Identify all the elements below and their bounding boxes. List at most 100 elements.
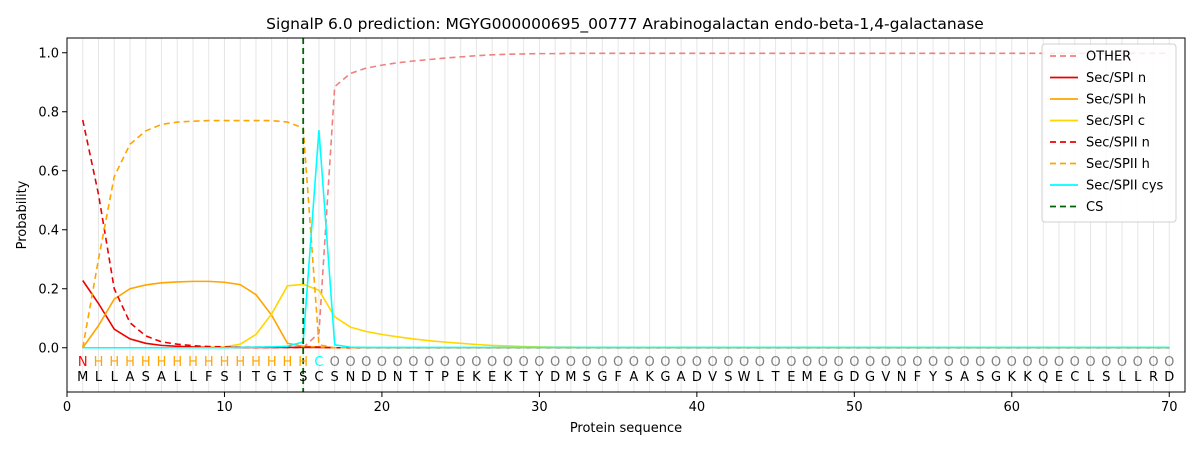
region-label: H	[235, 355, 245, 370]
region-label: O	[550, 355, 560, 370]
region-label: O	[1085, 355, 1095, 370]
residue-label: N	[346, 370, 356, 385]
region-label: O	[723, 355, 733, 370]
region-label: H	[157, 355, 167, 370]
legend-label-2: Sec/SPI h	[1086, 93, 1146, 108]
residue-label: C	[314, 370, 323, 385]
region-label: O	[361, 355, 371, 370]
legend-label-7: CS	[1086, 200, 1103, 215]
chart-title: SignalP 6.0 prediction: MGYG000000695_00…	[266, 15, 984, 34]
region-label: H	[188, 355, 198, 370]
region-label: O	[345, 355, 355, 370]
residue-label: P	[441, 370, 449, 385]
residue-label: K	[645, 370, 654, 385]
legend-label-3: Sec/SPI c	[1086, 114, 1145, 129]
residue-label: A	[677, 370, 686, 385]
region-label: O	[566, 355, 576, 370]
residue-label: S	[583, 370, 591, 385]
residue-label: N	[393, 370, 403, 385]
residue-label: A	[157, 370, 166, 385]
legend-box	[1041, 43, 1177, 223]
x-tick-label: 20	[374, 400, 391, 415]
region-label: H	[267, 355, 277, 370]
residue-label: S	[142, 370, 150, 385]
region-label: O	[440, 355, 450, 370]
residue-label: K	[1008, 370, 1017, 385]
region-label: O	[676, 355, 686, 370]
x-axis-label: Protein sequence	[570, 421, 682, 436]
residue-label: R	[1149, 370, 1158, 385]
region-label: O	[896, 355, 906, 370]
residue-label: T	[282, 370, 291, 385]
residue-label: G	[834, 370, 844, 385]
region-label: C	[314, 355, 323, 370]
region-label: O	[786, 355, 796, 370]
residue-label: M	[77, 370, 88, 385]
residue-label: D	[1164, 370, 1174, 385]
axes-frame	[66, 37, 1186, 393]
residue-label: K	[504, 370, 513, 385]
residue-label: M	[801, 370, 812, 385]
residue-label: C	[1070, 370, 1079, 385]
y-tick-label: 0.2	[38, 282, 59, 297]
region-label: O	[944, 355, 954, 370]
residue-label: L	[1134, 370, 1142, 385]
region-label: O	[645, 355, 655, 370]
legend-label-1: Sec/SPI n	[1086, 71, 1146, 86]
region-label: O	[1070, 355, 1080, 370]
residue-label: A	[629, 370, 638, 385]
residue-label: F	[914, 370, 921, 385]
region-label: O	[1148, 355, 1158, 370]
residue-label: T	[424, 370, 433, 385]
y-tick-label: 0.8	[38, 105, 59, 120]
region-label: H	[220, 355, 230, 370]
residue-label: S	[331, 370, 339, 385]
region-label: O	[660, 355, 670, 370]
residue-label: F	[614, 370, 621, 385]
residue-label: G	[991, 370, 1001, 385]
region-label: O	[912, 355, 922, 370]
region-label: O	[424, 355, 434, 370]
residue-label: S	[220, 370, 228, 385]
region-label: O	[471, 355, 481, 370]
residue-label: K	[472, 370, 481, 385]
x-tick-label: 10	[216, 400, 233, 415]
region-label: O	[975, 355, 985, 370]
x-tick-label: 70	[1161, 400, 1178, 415]
region-label: O	[818, 355, 828, 370]
residue-label: G	[597, 370, 607, 385]
region-label: H	[298, 355, 308, 370]
legend: OTHER Sec/SPI n Sec/SPI h Sec/SPI c Sec/SPII…	[1041, 43, 1177, 223]
residue-label: D	[377, 370, 387, 385]
residue-label: L	[95, 370, 103, 385]
residue-label: F	[205, 370, 212, 385]
residue-label: S	[945, 370, 953, 385]
region-label: O	[503, 355, 513, 370]
region-label: O	[1038, 355, 1048, 370]
region-label: H	[283, 355, 293, 370]
series-line-0	[82, 52, 1170, 349]
residue-label: G	[660, 370, 670, 385]
region-label: O	[534, 355, 544, 370]
residue-label: D	[361, 370, 371, 385]
region-label: O	[393, 355, 403, 370]
region-label: H	[204, 355, 214, 370]
region-label: O	[707, 355, 717, 370]
region-label: O	[1007, 355, 1017, 370]
region-label: O	[739, 355, 749, 370]
region-label: O	[802, 355, 812, 370]
residue-label: S	[1102, 370, 1110, 385]
region-label: O	[1133, 355, 1143, 370]
series-line-3	[82, 283, 1170, 349]
region-label: O	[408, 355, 418, 370]
series-line-5	[81, 119, 1170, 349]
residue-label: Y	[928, 370, 937, 385]
region-label: O	[613, 355, 623, 370]
region-label: H	[141, 355, 151, 370]
residue-label: E	[1055, 370, 1063, 385]
residue-label: L	[111, 370, 119, 385]
region-label: O	[959, 355, 969, 370]
